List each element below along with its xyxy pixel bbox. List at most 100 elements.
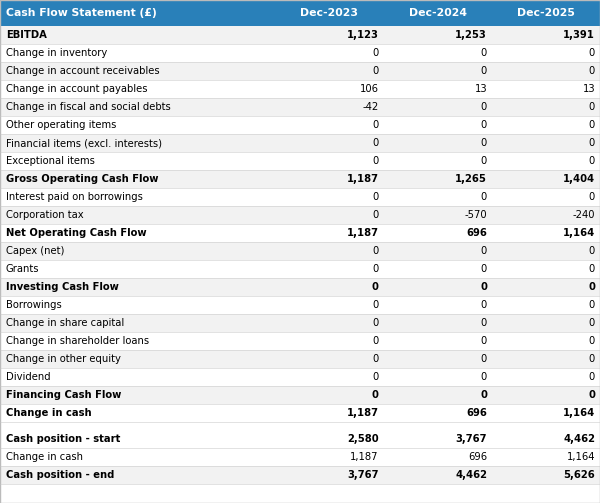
Text: 0: 0 bbox=[481, 66, 487, 76]
Text: Change in share capital: Change in share capital bbox=[6, 318, 124, 328]
Text: 0: 0 bbox=[481, 102, 487, 112]
Text: Change in account payables: Change in account payables bbox=[6, 84, 148, 94]
Text: 0: 0 bbox=[372, 210, 379, 220]
Text: 0: 0 bbox=[589, 354, 595, 364]
Text: 3,767: 3,767 bbox=[347, 470, 379, 480]
Bar bbox=[0, 80, 600, 98]
Text: Exceptional items: Exceptional items bbox=[6, 156, 95, 166]
Text: 0: 0 bbox=[372, 156, 379, 166]
Bar bbox=[0, 332, 600, 350]
Text: 106: 106 bbox=[359, 84, 379, 94]
Text: 0: 0 bbox=[372, 120, 379, 130]
Text: 1,164: 1,164 bbox=[563, 408, 595, 418]
Bar bbox=[0, 314, 600, 332]
Bar bbox=[0, 134, 600, 152]
Text: 0: 0 bbox=[589, 336, 595, 346]
Text: 0: 0 bbox=[589, 192, 595, 202]
Text: Other operating items: Other operating items bbox=[6, 120, 116, 130]
Text: 0: 0 bbox=[589, 246, 595, 256]
Bar bbox=[0, 350, 600, 368]
Text: 0: 0 bbox=[372, 372, 379, 382]
Text: Change in shareholder loans: Change in shareholder loans bbox=[6, 336, 149, 346]
Text: 0: 0 bbox=[372, 354, 379, 364]
Text: Change in inventory: Change in inventory bbox=[6, 48, 107, 58]
Bar bbox=[0, 98, 600, 116]
Bar bbox=[0, 206, 600, 224]
Bar bbox=[0, 188, 600, 206]
Text: 0: 0 bbox=[589, 372, 595, 382]
Text: Interest paid on borrowings: Interest paid on borrowings bbox=[6, 192, 143, 202]
Text: 1,253: 1,253 bbox=[455, 30, 487, 40]
Text: Change in other equity: Change in other equity bbox=[6, 354, 121, 364]
Text: Gross Operating Cash Flow: Gross Operating Cash Flow bbox=[6, 174, 158, 184]
Text: 2,580: 2,580 bbox=[347, 434, 379, 444]
Text: Change in account receivables: Change in account receivables bbox=[6, 66, 160, 76]
Text: 0: 0 bbox=[372, 264, 379, 274]
Text: -240: -240 bbox=[572, 210, 595, 220]
Bar bbox=[0, 0, 600, 26]
Text: Corporation tax: Corporation tax bbox=[6, 210, 83, 220]
Text: 1,265: 1,265 bbox=[455, 174, 487, 184]
Text: 0: 0 bbox=[589, 318, 595, 328]
Text: 0: 0 bbox=[481, 318, 487, 328]
Text: 13: 13 bbox=[583, 84, 595, 94]
Text: Borrowings: Borrowings bbox=[6, 300, 62, 310]
Text: Dec-2024: Dec-2024 bbox=[409, 8, 467, 18]
Bar bbox=[0, 170, 600, 188]
Text: Change in cash: Change in cash bbox=[6, 408, 92, 418]
Bar bbox=[0, 368, 600, 386]
Text: Dec-2025: Dec-2025 bbox=[517, 8, 575, 18]
Text: 1,391: 1,391 bbox=[563, 30, 595, 40]
Text: 0: 0 bbox=[589, 138, 595, 148]
Text: 0: 0 bbox=[481, 192, 487, 202]
Bar bbox=[0, 296, 600, 314]
Text: 0: 0 bbox=[481, 156, 487, 166]
Text: 1,164: 1,164 bbox=[563, 228, 595, 238]
Text: 0: 0 bbox=[372, 300, 379, 310]
Text: 0: 0 bbox=[372, 138, 379, 148]
Text: Change in cash: Change in cash bbox=[6, 452, 83, 462]
Text: Financial items (excl. interests): Financial items (excl. interests) bbox=[6, 138, 162, 148]
Text: 0: 0 bbox=[589, 264, 595, 274]
Text: 0: 0 bbox=[372, 318, 379, 328]
Text: 0: 0 bbox=[589, 156, 595, 166]
Text: -570: -570 bbox=[464, 210, 487, 220]
Text: 0: 0 bbox=[588, 390, 595, 400]
Text: 0: 0 bbox=[372, 192, 379, 202]
Text: EBITDA: EBITDA bbox=[6, 30, 47, 40]
Bar bbox=[0, 152, 600, 170]
Text: 0: 0 bbox=[481, 246, 487, 256]
Text: 1,187: 1,187 bbox=[346, 408, 379, 418]
Text: Change in fiscal and social debts: Change in fiscal and social debts bbox=[6, 102, 171, 112]
Text: 0: 0 bbox=[371, 282, 379, 292]
Text: 0: 0 bbox=[588, 282, 595, 292]
Text: 0: 0 bbox=[481, 372, 487, 382]
Text: 5,626: 5,626 bbox=[563, 470, 595, 480]
Text: Investing Cash Flow: Investing Cash Flow bbox=[6, 282, 119, 292]
Text: 0: 0 bbox=[589, 102, 595, 112]
Text: 0: 0 bbox=[481, 300, 487, 310]
Text: 696: 696 bbox=[466, 408, 487, 418]
Text: Cash Flow Statement (£): Cash Flow Statement (£) bbox=[6, 8, 157, 18]
Text: 1,187: 1,187 bbox=[346, 174, 379, 184]
Text: 696: 696 bbox=[466, 228, 487, 238]
Bar bbox=[0, 466, 600, 484]
Text: 0: 0 bbox=[589, 48, 595, 58]
Bar bbox=[0, 448, 600, 466]
Bar bbox=[0, 44, 600, 62]
Text: 0: 0 bbox=[372, 48, 379, 58]
Text: -42: -42 bbox=[362, 102, 379, 112]
Bar bbox=[0, 26, 600, 44]
Bar bbox=[0, 404, 600, 422]
Text: 4,462: 4,462 bbox=[563, 434, 595, 444]
Text: 0: 0 bbox=[372, 66, 379, 76]
Bar bbox=[0, 386, 600, 404]
Text: 0: 0 bbox=[481, 336, 487, 346]
Bar bbox=[0, 430, 600, 448]
Text: Grants: Grants bbox=[6, 264, 40, 274]
Text: 0: 0 bbox=[372, 336, 379, 346]
Text: 0: 0 bbox=[481, 48, 487, 58]
Text: 0: 0 bbox=[372, 246, 379, 256]
Text: Dividend: Dividend bbox=[6, 372, 50, 382]
Text: 0: 0 bbox=[480, 282, 487, 292]
